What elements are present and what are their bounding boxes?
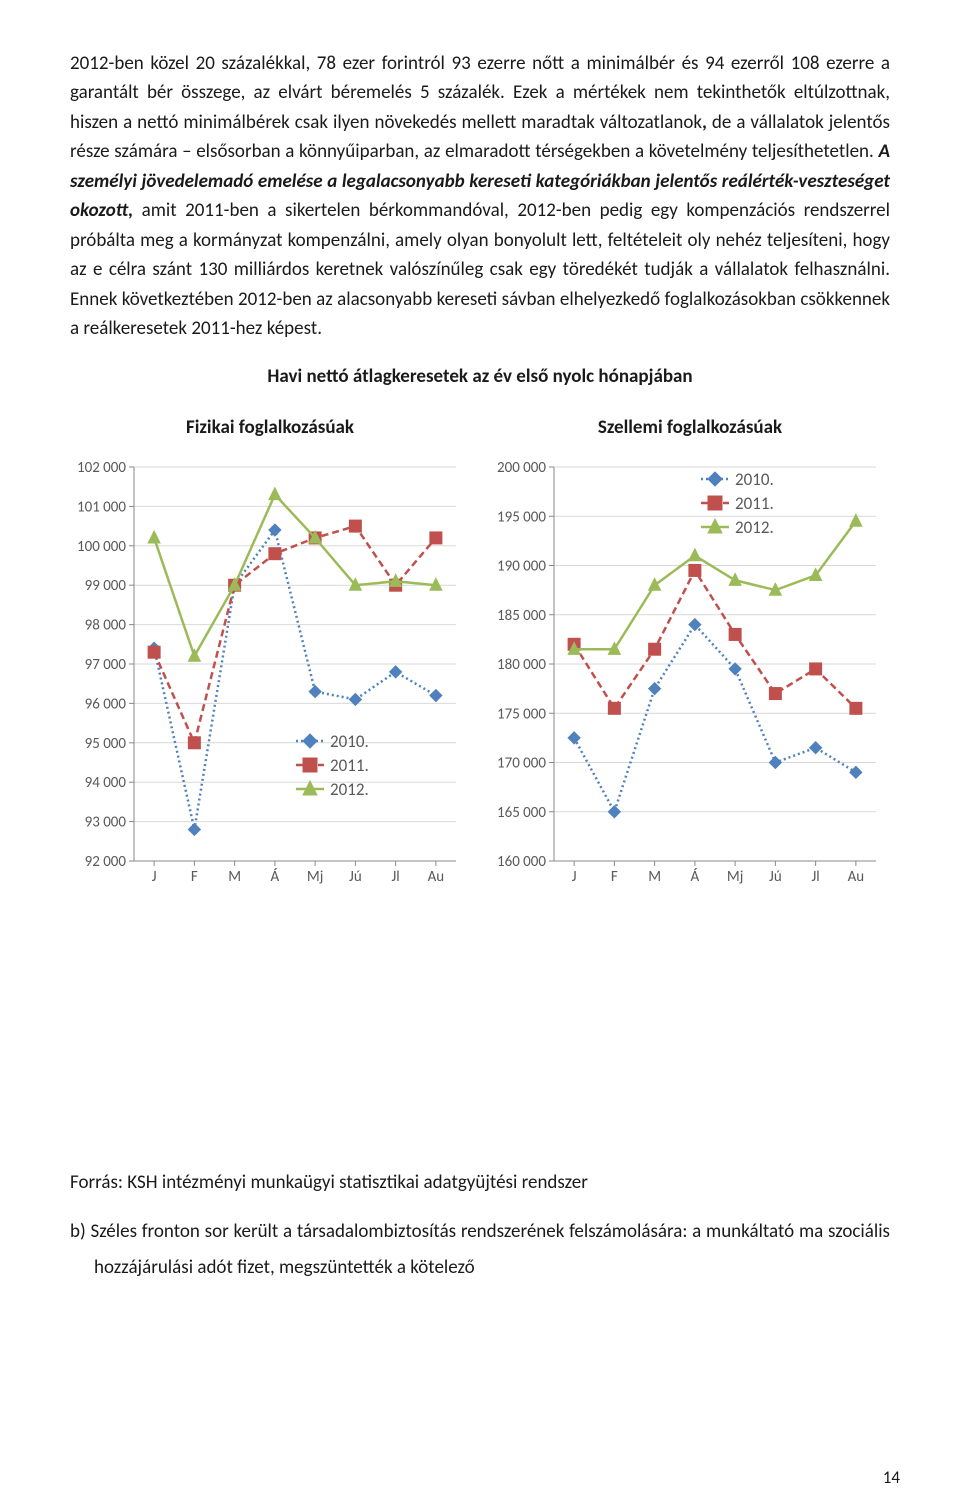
- page-number: 14: [883, 1467, 900, 1488]
- svg-text:Au: Au: [848, 868, 865, 886]
- svg-text:102 000: 102 000: [77, 461, 126, 477]
- svg-text:2011.: 2011.: [735, 493, 774, 514]
- svg-text:99 000: 99 000: [85, 578, 127, 596]
- svg-text:96 000: 96 000: [85, 696, 127, 714]
- svg-text:180 000: 180 000: [497, 656, 546, 674]
- svg-text:2012.: 2012.: [735, 517, 774, 538]
- chart-szellemi-plot: 160 000 165 000 170 000 175 000 180 000 185 0…: [490, 461, 890, 891]
- svg-text:Jl: Jl: [392, 868, 400, 886]
- svg-text:98 000: 98 000: [85, 617, 127, 635]
- svg-text:Jú: Jú: [349, 868, 362, 886]
- source-line: Forrás: KSH intézményi munkaügyi statisz…: [70, 1171, 890, 1194]
- svg-text:175 000: 175 000: [497, 706, 546, 724]
- chart-fizikai-title: Fizikai foglalkozásúak: [70, 416, 470, 439]
- svg-text:195 000: 195 000: [497, 509, 546, 527]
- svg-text:200 000: 200 000: [497, 461, 546, 477]
- svg-text:Jl: Jl: [812, 868, 820, 886]
- body-paragraph-1: 2012-ben közel 20 százalékkal, 78 ezer f…: [70, 49, 890, 343]
- charts-row: Fizikai foglalkozásúak 92 000 93 000 94 00…: [70, 416, 890, 891]
- svg-text:M: M: [648, 868, 661, 886]
- svg-text:Á: Á: [271, 868, 280, 886]
- svg-text:160 000: 160 000: [497, 853, 546, 871]
- svg-text:165 000: 165 000: [497, 804, 546, 822]
- svg-text:Mj: Mj: [727, 868, 743, 886]
- svg-text:92 000: 92 000: [85, 853, 127, 871]
- svg-text:F: F: [611, 868, 618, 886]
- svg-text:101 000: 101 000: [77, 499, 126, 517]
- svg-text:Jú: Jú: [769, 868, 782, 886]
- chart-szellemi: Szellemi foglalkozásúak 160 000 165 000 17…: [490, 416, 890, 891]
- svg-text:190 000: 190 000: [497, 558, 546, 576]
- chart-fizikai-plot: 92 000 93 000 94 000 95 000 96 000 97 000 98 0…: [70, 461, 470, 891]
- svg-text:Á: Á: [691, 868, 700, 886]
- svg-text:2010.: 2010.: [330, 731, 369, 752]
- charts-section-title: Havi nettó átlagkeresetek az év első nyo…: [70, 365, 890, 388]
- svg-text:185 000: 185 000: [497, 607, 546, 625]
- chart-fizikai: Fizikai foglalkozásúak 92 000 93 000 94 00…: [70, 416, 470, 891]
- p1-span-5: amit 2011-ben a sikertelen bérkommandóva…: [70, 199, 890, 340]
- svg-text:2010.: 2010.: [735, 469, 774, 490]
- svg-text:J: J: [572, 868, 577, 886]
- body-paragraph-b: b) Széles fronton sor került a társadalo…: [94, 1214, 890, 1286]
- svg-text:170 000: 170 000: [497, 755, 546, 773]
- svg-text:2011.: 2011.: [330, 755, 369, 776]
- svg-text:F: F: [191, 868, 198, 886]
- svg-text:M: M: [228, 868, 241, 886]
- svg-text:95 000: 95 000: [85, 735, 127, 753]
- svg-text:97 000: 97 000: [85, 656, 127, 674]
- svg-text:Mj: Mj: [307, 868, 323, 886]
- svg-text:100 000: 100 000: [77, 538, 126, 556]
- svg-text:2012.: 2012.: [330, 779, 369, 800]
- svg-text:J: J: [152, 868, 157, 886]
- chart-szellemi-title: Szellemi foglalkozásúak: [490, 416, 890, 439]
- svg-text:Au: Au: [428, 868, 445, 886]
- svg-text:94 000: 94 000: [85, 775, 127, 793]
- svg-text:93 000: 93 000: [85, 814, 127, 832]
